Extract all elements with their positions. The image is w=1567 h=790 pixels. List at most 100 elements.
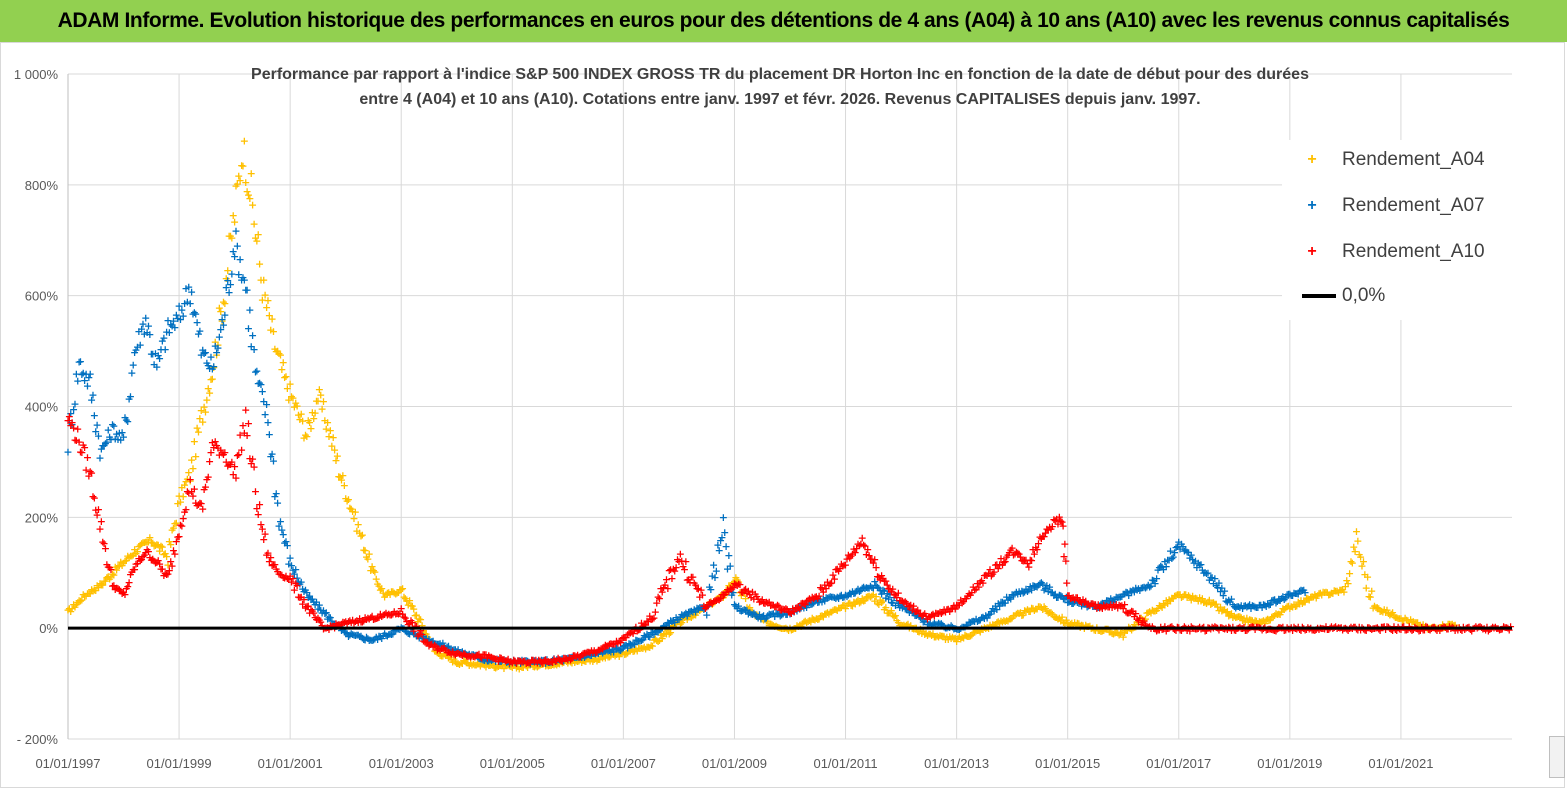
- data-point-rendement_a04: +: [259, 273, 268, 286]
- data-point-rendement_a10: +: [652, 596, 661, 609]
- data-point-rendement_a04: +: [976, 626, 985, 639]
- data-point-rendement_a04: +: [1048, 608, 1057, 621]
- data-point-rendement_a04: +: [1016, 606, 1025, 619]
- data-point-rendement_a07: +: [548, 653, 557, 666]
- data-point-rendement_a07: +: [827, 590, 836, 603]
- data-point-rendement_a04: +: [105, 572, 114, 585]
- data-point-rendement_a04: +: [556, 655, 565, 668]
- data-point-rendement_a10: +: [524, 656, 533, 669]
- data-point-rendement_a07: +: [742, 604, 751, 617]
- data-point-rendement_a07: +: [1296, 583, 1305, 596]
- data-point-rendement_a04: +: [901, 620, 910, 633]
- data-point-rendement_a07: +: [276, 515, 285, 528]
- data-point-rendement_a07: +: [1139, 581, 1148, 594]
- data-point-rendement_a10: +: [313, 611, 322, 624]
- data-point-rendement_a04: +: [199, 401, 208, 414]
- data-point-rendement_a07: +: [1076, 595, 1085, 608]
- data-point-rendement_a04: +: [1023, 603, 1032, 616]
- data-point-rendement_a04: +: [1227, 607, 1236, 620]
- data-point-rendement_a07: +: [974, 614, 983, 627]
- data-point-rendement_a10: +: [329, 620, 338, 633]
- data-point-rendement_a10: +: [129, 563, 138, 576]
- data-point-rendement_a07: +: [391, 624, 400, 637]
- data-point-rendement_a07: +: [1232, 600, 1241, 613]
- data-point-rendement_a07: +: [265, 428, 274, 441]
- data-point-rendement_a10: +: [705, 596, 714, 609]
- legend-item-zero[interactable]: 0,0%: [1292, 282, 1385, 310]
- data-point-rendement_a10: +: [295, 591, 304, 604]
- data-point-rendement_a07: +: [1039, 583, 1048, 596]
- data-point-rendement_a10: +: [1109, 598, 1118, 611]
- x-tick-label: 01/01/2015: [1035, 756, 1100, 771]
- data-point-rendement_a07: +: [166, 318, 175, 331]
- data-point-rendement_a10: +: [1457, 624, 1466, 637]
- data-point-rendement_a07: +: [784, 605, 793, 618]
- data-point-rendement_a07: +: [1126, 585, 1135, 598]
- data-point-rendement_a10: +: [866, 552, 875, 565]
- data-point-rendement_a07: +: [834, 592, 843, 605]
- data-point-rendement_a04: +: [959, 631, 968, 644]
- data-point-rendement_a10: +: [444, 646, 453, 659]
- data-point-rendement_a07: +: [111, 433, 120, 446]
- data-point-rendement_a10: +: [551, 655, 560, 668]
- data-point-rendement_a04: +: [433, 645, 442, 658]
- data-point-rendement_a10: +: [1382, 620, 1391, 633]
- data-point-rendement_a04: +: [559, 656, 568, 669]
- data-point-rendement_a04: +: [460, 655, 469, 668]
- data-point-rendement_a10: +: [709, 595, 718, 608]
- data-point-rendement_a07: +: [1185, 551, 1194, 564]
- data-point-rendement_a07: +: [161, 343, 170, 356]
- data-point-rendement_a07: +: [333, 618, 342, 631]
- legend-item-a10[interactable]: + Rendement_A10: [1292, 238, 1484, 266]
- resize-handle[interactable]: [1549, 736, 1565, 778]
- data-point-rendement_a07: +: [1213, 581, 1222, 594]
- data-point-rendement_a04: +: [1394, 612, 1403, 625]
- data-point-rendement_a04: +: [1396, 612, 1405, 625]
- data-point-rendement_a04: +: [810, 614, 819, 627]
- data-point-rendement_a07: +: [801, 599, 810, 612]
- data-point-rendement_a04: +: [1416, 618, 1425, 631]
- data-point-rendement_a07: +: [1181, 544, 1190, 557]
- data-point-rendement_a07: +: [969, 614, 978, 627]
- data-point-rendement_a04: +: [133, 545, 142, 558]
- data-point-rendement_a04: +: [1121, 624, 1130, 637]
- legend-item-a07[interactable]: + Rendement_A07: [1292, 192, 1484, 220]
- data-point-rendement_a10: +: [869, 556, 878, 569]
- data-point-rendement_a04: +: [194, 426, 203, 439]
- data-point-rendement_a07: +: [456, 646, 465, 659]
- data-point-rendement_a10: +: [263, 547, 272, 560]
- data-point-rendement_a10: +: [1139, 615, 1148, 628]
- x-tick-label: 01/01/2005: [480, 756, 545, 771]
- data-point-rendement_a10: +: [599, 640, 608, 653]
- data-point-rendement_a07: +: [1105, 595, 1114, 608]
- data-point-rendement_a07: +: [472, 649, 481, 662]
- data-point-rendement_a07: +: [999, 596, 1008, 609]
- data-point-rendement_a04: +: [640, 641, 649, 654]
- data-point-rendement_a04: +: [1055, 611, 1064, 624]
- data-point-rendement_a07: +: [698, 601, 707, 614]
- data-point-rendement_a07: +: [1292, 587, 1301, 600]
- data-point-rendement_a04: +: [222, 272, 231, 285]
- data-point-rendement_a10: +: [1262, 623, 1271, 636]
- data-point-rendement_a10: +: [352, 614, 361, 627]
- data-point-rendement_a07: +: [1108, 594, 1117, 607]
- data-point-rendement_a07: +: [151, 347, 160, 360]
- data-point-rendement_a10: +: [426, 638, 435, 651]
- data-point-rendement_a10: +: [852, 542, 861, 555]
- data-point-rendement_a10: +: [554, 652, 563, 665]
- data-point-rendement_a07: +: [772, 606, 781, 619]
- data-point-rendement_a04: +: [869, 588, 878, 601]
- data-point-rendement_a07: +: [1252, 601, 1261, 614]
- data-point-rendement_a07: +: [579, 649, 588, 662]
- data-point-rendement_a10: +: [243, 429, 252, 442]
- data-point-rendement_a07: +: [1288, 589, 1297, 602]
- data-point-rendement_a10: +: [174, 530, 183, 543]
- data-point-rendement_a07: +: [376, 630, 385, 643]
- legend-item-a04[interactable]: + Rendement_A04: [1292, 146, 1484, 174]
- data-point-rendement_a04: +: [223, 264, 232, 277]
- data-point-rendement_a04: +: [1066, 618, 1075, 631]
- data-point-rendement_a04: +: [340, 479, 349, 492]
- data-point-rendement_a10: +: [206, 446, 215, 459]
- data-point-rendement_a04: +: [324, 430, 333, 443]
- data-point-rendement_a07: +: [851, 586, 860, 599]
